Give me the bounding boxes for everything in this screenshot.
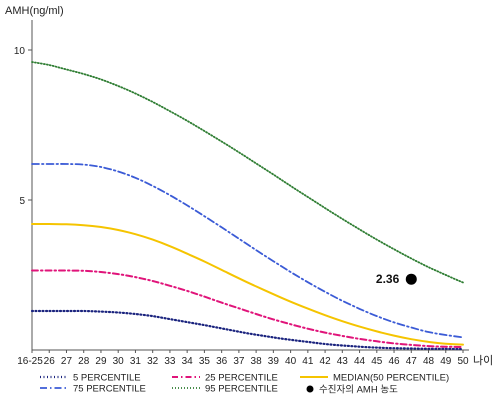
legend-label: 25 PERCENTILE [205,373,278,384]
legend-label: 5 PERCENTILE [73,373,141,384]
x-tick-label: 29 [95,356,107,367]
x-tick-label: 43 [337,356,349,367]
x-tick-label: 36 [216,356,228,367]
x-tick-label: 35 [199,356,211,367]
y-axis-title: AMH(ng/ml) [5,5,64,17]
legend: 5 PERCENTILE 25 PERCENTILE MEDIAN(50 PERCE… [40,373,449,396]
x-tick-label: 47 [406,356,418,367]
patient-amh-point [405,273,417,285]
series-lines [30,61,465,351]
x-tick-label: 39 [268,356,280,367]
x-tick-label: 50 [457,356,469,367]
x-tick-label: 42 [320,356,332,367]
series-line-75-percentile [31,163,464,339]
y-tick-label: 5 [19,196,25,207]
x-tick-label: 16-25 [17,356,43,367]
x-tick-label: 40 [285,356,297,367]
x-tick-label: 28 [78,356,90,367]
x-tick-label: 41 [302,356,314,367]
x-tick-label: 49 [440,356,452,367]
series-line-95-percentile [31,61,464,284]
x-axis-title: 나이 [473,354,493,367]
annotations: 2.36 [376,272,417,286]
series-line-25-percentile [31,269,464,348]
x-tick-label: 38 [251,356,263,367]
x-tick-label: 46 [388,356,400,367]
series-line-median-50-percentile [31,222,464,346]
legend-marker-point [306,385,314,393]
x-tick-label: 26 [44,356,56,367]
legend-label-marker: 수진자의 AMH 농도 [319,385,398,396]
x-tick-label: 27 [61,356,73,367]
axes: 5 10 16-25 26 27 28 29 30 31 32 33 34 35 36 37 38 39 40 41… [14,20,469,367]
x-tick-label: 37 [233,356,245,367]
x-tick-label: 32 [147,356,159,367]
x-tick-label: 48 [423,356,435,367]
x-tick-label: 34 [182,356,194,367]
x-tick-label: 30 [113,356,125,367]
legend-label: 95 PERCENTILE [205,384,278,395]
series-line-5-percentile [30,309,465,351]
x-tick-label: 33 [164,356,176,367]
legend-label: MEDIAN(50 PERCENTILE) [333,373,449,384]
legend-label: 75 PERCENTILE [73,384,146,395]
patient-amh-value-label: 2.36 [376,272,400,286]
x-tick-label: 31 [130,356,142,367]
y-tick-label: 10 [14,46,26,57]
x-tick-label: 44 [354,356,366,367]
x-tick-label: 45 [371,356,383,367]
